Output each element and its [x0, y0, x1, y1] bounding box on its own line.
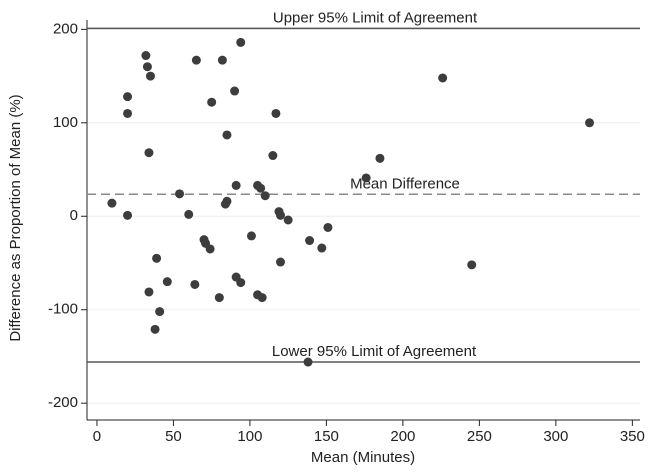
data-point — [217, 55, 227, 65]
data-point — [231, 180, 241, 190]
data-point — [123, 210, 133, 220]
data-point — [230, 86, 240, 96]
data-point — [256, 183, 266, 193]
data-point — [305, 236, 315, 246]
data-point — [236, 278, 246, 288]
data-point — [123, 92, 133, 102]
data-point — [190, 279, 200, 289]
y-axis-title: Difference as Proportion of Mean (%) — [7, 94, 24, 341]
data-point — [155, 307, 165, 317]
data-point — [222, 130, 232, 140]
x-tick-label: 100 — [237, 428, 262, 445]
data-point — [260, 191, 270, 201]
data-point — [283, 215, 293, 225]
x-tick-label: 200 — [390, 428, 415, 445]
data-point — [145, 71, 155, 81]
data-point — [142, 62, 152, 72]
y-tick-label: -100 — [48, 301, 78, 318]
data-point — [467, 260, 477, 270]
data-point — [123, 108, 133, 118]
data-point — [276, 210, 286, 220]
reference-label: Upper 95% Limit of Agreement — [273, 9, 478, 26]
data-point — [141, 51, 151, 61]
x-axis-title: Mean (Minutes) — [311, 449, 415, 466]
data-point — [361, 173, 371, 183]
data-point — [323, 222, 333, 232]
x-tick-label: 0 — [93, 428, 101, 445]
data-point — [317, 243, 327, 253]
data-point — [220, 199, 230, 209]
data-point — [107, 198, 117, 208]
y-tick-label: 0 — [70, 207, 78, 224]
data-point — [144, 148, 154, 158]
data-point — [438, 73, 448, 83]
x-tick-label: 350 — [620, 428, 645, 445]
data-point — [175, 189, 185, 199]
data-point — [276, 257, 286, 267]
x-tick-label: 50 — [165, 428, 182, 445]
data-point — [191, 55, 201, 65]
x-tick-label: 300 — [543, 428, 568, 445]
data-point — [152, 253, 162, 263]
data-point — [214, 293, 224, 303]
data-point — [207, 97, 217, 107]
y-tick-label: 200 — [53, 20, 78, 37]
data-point — [303, 357, 313, 367]
data-point — [257, 293, 267, 303]
x-tick-label: 150 — [314, 428, 339, 445]
y-tick-label: -200 — [48, 394, 78, 411]
reference-label: Mean Difference — [350, 175, 460, 192]
data-point — [162, 277, 172, 287]
data-point — [585, 118, 595, 128]
x-tick-label: 250 — [467, 428, 492, 445]
reference-label: Lower 95% Limit of Agreement — [272, 343, 477, 360]
data-point — [236, 37, 246, 47]
data-point — [205, 244, 215, 254]
data-point — [246, 231, 256, 241]
data-point — [184, 209, 194, 219]
data-point — [268, 151, 278, 161]
y-tick-label: 100 — [53, 114, 78, 131]
data-point — [144, 287, 154, 297]
data-point — [150, 324, 160, 334]
data-point — [375, 153, 385, 163]
data-point — [271, 108, 281, 118]
